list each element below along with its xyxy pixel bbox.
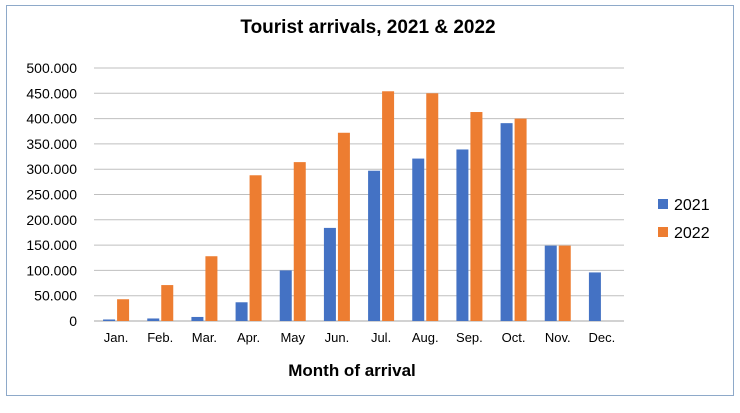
x-tick-label: Nov. [545,330,571,345]
y-tick-label: 200.000 [26,212,77,228]
x-tick-label: Jul. [371,330,391,345]
y-tick-label: 350.000 [26,136,77,152]
x-axis-label: Month of arrival [288,361,416,380]
bar-2021-jul [368,170,381,321]
bar-2022-jun [337,132,350,321]
bar-2021-feb [147,318,160,321]
bar-2021-dec [588,272,601,321]
y-tick-label: 150.000 [26,237,77,253]
bar-2022-feb [161,285,174,321]
legend-swatch-2022 [658,227,668,237]
bar-2022-oct [514,118,527,321]
bar-2021-oct [500,123,513,322]
x-tick-label: Aug. [412,330,439,345]
x-tick-label: Jan. [104,330,129,345]
x-tick-label: Mar. [192,330,217,345]
x-tick-label: Oct. [502,330,526,345]
x-axis-ticks: Jan. Feb. Mar. Apr. May Jun. Jul. Aug. Sep. Oct. N… [104,330,615,345]
bar-2021-apr [235,302,248,321]
y-tick-label: 0 [69,313,77,329]
legend-label-2021: 2021 [674,197,710,214]
bar-2021-nov [544,245,557,321]
bar-2021-aug [412,158,425,321]
x-tick-label: Apr. [237,330,260,345]
bar-2022-aug [426,93,439,321]
bar-2021-jun [323,227,336,321]
x-tick-label: May [280,330,305,345]
bar-2021-sep [456,149,469,321]
bar-2022-sep [470,112,483,321]
y-tick-label: 300.000 [26,161,77,177]
y-tick-label: 50.000 [34,288,77,304]
chart-title: Tourist arrivals, 2021 & 2022 [240,17,495,38]
y-tick-label: 500.000 [26,60,77,76]
y-tick-label: 100.000 [26,262,77,278]
legend-label-2022: 2022 [674,225,710,242]
bar-2022-nov [558,245,571,321]
y-tick-label: 250.000 [26,187,77,203]
x-tick-label: Dec. [589,330,616,345]
y-tick-label: 400.000 [26,111,77,127]
bar-2022-may [293,162,306,321]
bars [103,91,601,322]
bar-2021-jan [103,319,116,321]
y-axis-ticks: 0 50.000 100.000 150.000 200.000 250.000 300.0… [26,60,77,329]
y-tick-label: 450.000 [26,85,77,101]
x-tick-label: Sep. [456,330,483,345]
x-tick-label: Jun. [325,330,350,345]
grid-lines [94,67,624,322]
legend-swatch-2021 [658,199,668,209]
x-tick-label: Feb. [147,330,173,345]
bar-2022-apr [249,175,262,321]
bar-2022-jan [117,299,130,321]
bar-2021-mar [191,316,204,321]
bar-2021-may [279,270,292,321]
bar-2022-jul [382,91,395,321]
bar-2022-mar [205,256,218,321]
legend: 2021 2022 [658,197,710,242]
